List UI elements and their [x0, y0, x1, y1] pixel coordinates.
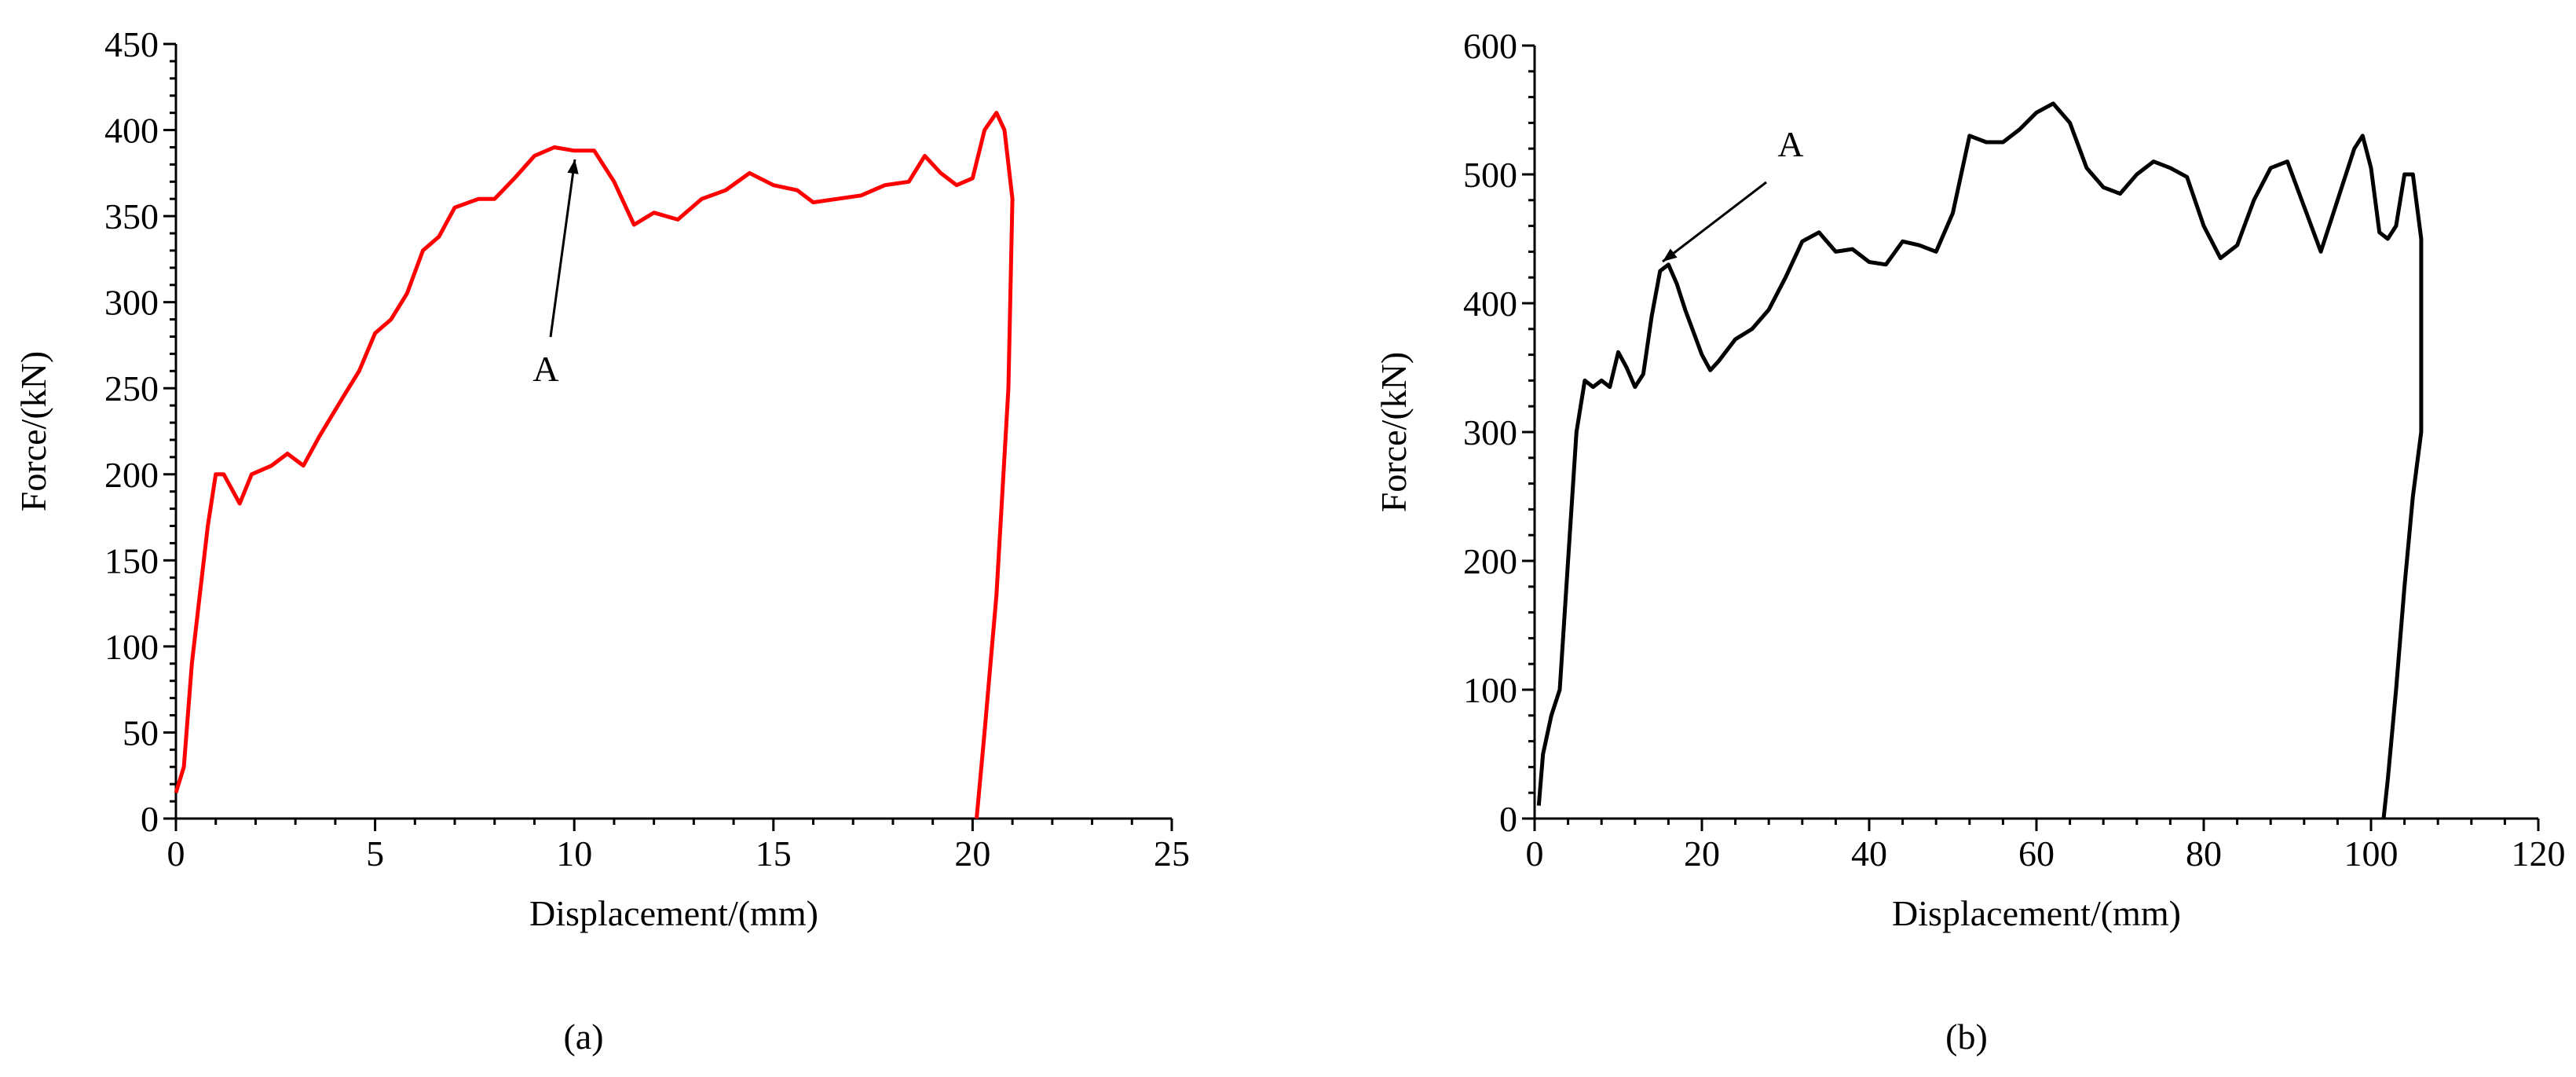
x-axis-label: Displacement/(mm)	[529, 893, 818, 933]
y-tick-label: 400	[1463, 284, 1517, 324]
x-tick-label: 5	[366, 833, 384, 874]
x-tick-label: 80	[2186, 833, 2222, 874]
y-tick-label: 600	[1463, 26, 1517, 66]
x-tick-label: 20	[954, 833, 990, 874]
y-axis-label: Force/(kN)	[1374, 352, 1414, 512]
x-tick-label: 15	[756, 833, 792, 874]
y-tick-label: 200	[1463, 541, 1517, 581]
data-line	[174, 111, 1015, 819]
x-tick-label: 120	[2512, 833, 2566, 874]
x-tick-label: 0	[1526, 833, 1544, 874]
y-tick-label: 400	[104, 111, 159, 151]
y-tick-label: 150	[104, 540, 159, 581]
y-tick-label: 200	[104, 455, 159, 495]
x-tick-label: 10	[556, 833, 592, 874]
annotation-label: A	[1777, 124, 1803, 164]
y-tick-label: 450	[104, 24, 159, 64]
x-tick-label: 40	[1851, 833, 1887, 874]
x-tick-label: 100	[2344, 833, 2399, 874]
data-line	[1536, 101, 2424, 819]
y-tick-label: 500	[1463, 155, 1517, 195]
y-tick-label: 300	[104, 283, 159, 323]
y-axis-label: Force/(kN)	[13, 351, 53, 511]
annotation-arrow	[549, 159, 579, 338]
y-tick-label: 100	[1463, 670, 1517, 710]
y-tick-label: 350	[104, 196, 159, 236]
y-tick-label: 0	[141, 799, 159, 839]
panel-label: (a)	[563, 1017, 603, 1057]
annotation-arrow	[1662, 181, 1767, 263]
x-tick-label: 25	[1154, 833, 1190, 874]
y-tick-label: 100	[104, 627, 159, 667]
x-axis-label: Displacement/(mm)	[1892, 893, 2181, 933]
annotation-label: A	[532, 349, 558, 389]
x-tick-label: 60	[2018, 833, 2055, 874]
x-tick-label: 20	[1684, 833, 1720, 874]
panel-label: (b)	[1945, 1017, 1988, 1057]
y-tick-label: 300	[1463, 412, 1517, 452]
y-tick-label: 0	[1499, 799, 1517, 839]
y-tick-label: 50	[123, 713, 159, 753]
y-tick-label: 250	[104, 368, 159, 408]
x-tick-label: 0	[167, 833, 185, 874]
